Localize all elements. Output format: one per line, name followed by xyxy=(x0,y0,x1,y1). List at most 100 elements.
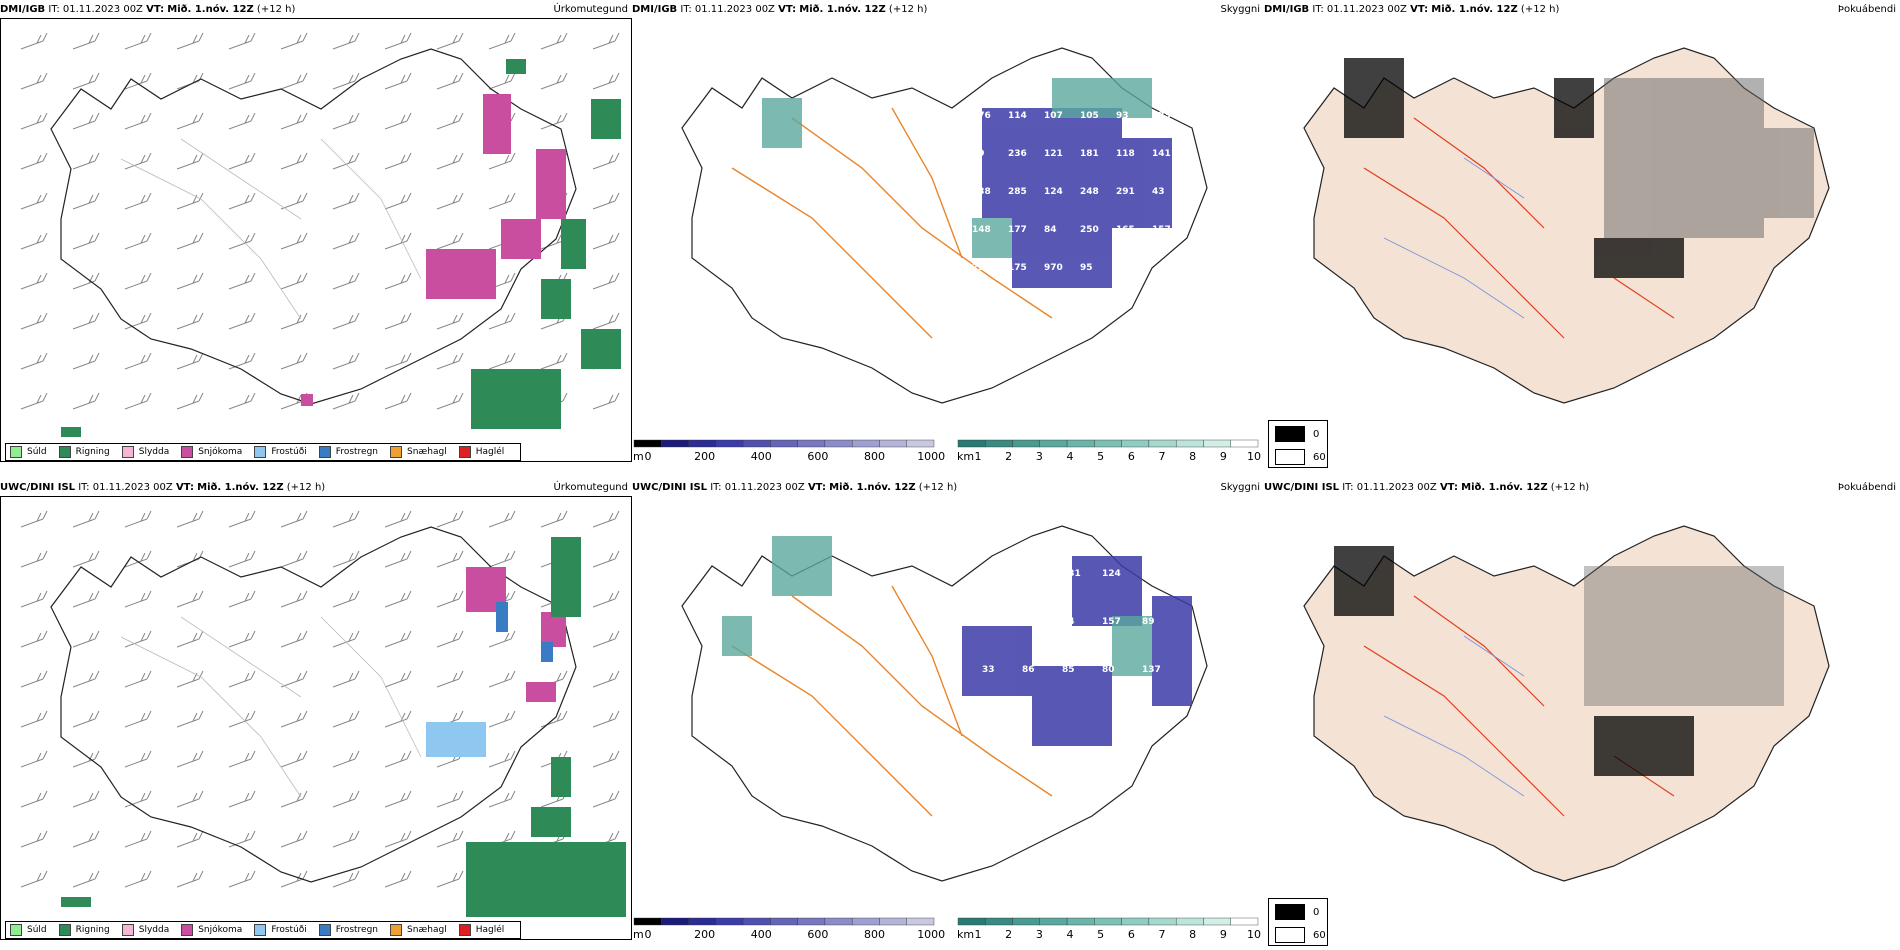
wind-barb xyxy=(176,590,204,608)
wind-barb xyxy=(384,790,412,808)
wind-barb xyxy=(176,510,204,528)
colorbar-tick-label: 5 xyxy=(1097,928,1104,940)
wind-barb xyxy=(124,870,152,888)
colorbar-swatch xyxy=(1230,917,1259,926)
wind-barb xyxy=(280,152,308,170)
wind-barb xyxy=(332,352,360,370)
colorbar-swatch xyxy=(1175,439,1204,448)
wind-barb xyxy=(176,152,204,170)
wind-barb xyxy=(20,192,48,210)
it-label: IT: xyxy=(1342,482,1354,493)
colorbar-swatch xyxy=(851,439,880,448)
legend-item-haglel: Haglél xyxy=(458,924,504,936)
wind-barb xyxy=(124,550,152,568)
wind-barb xyxy=(592,32,620,50)
vt-label: VT: xyxy=(1410,4,1429,15)
wind-barb xyxy=(592,72,620,90)
wind-barb xyxy=(228,152,256,170)
wind-barb xyxy=(176,312,204,330)
wind-barb xyxy=(384,72,412,90)
wind-barb xyxy=(72,392,100,410)
wind-barb xyxy=(384,710,412,728)
map-value-label: 14 xyxy=(1062,617,1075,627)
colorbar-tick-label: 6 xyxy=(1128,450,1135,462)
wind-barb xyxy=(228,870,256,888)
map-value-label: 107 xyxy=(1044,111,1063,121)
wind-barb xyxy=(384,272,412,290)
lead-time: (+12 h) xyxy=(286,482,326,493)
colorbar-tick-label: 2 xyxy=(1005,450,1012,462)
wind-barb xyxy=(436,670,464,688)
wind-barb xyxy=(332,710,360,728)
colorbar-swatch xyxy=(985,917,1013,926)
colorbar-tick-label: 4 xyxy=(1067,928,1074,940)
map-value-label: 118 xyxy=(1116,149,1135,159)
wind-barb xyxy=(72,312,100,330)
colorbar-tick-label: 800 xyxy=(864,450,885,462)
wind-barb xyxy=(176,272,204,290)
colorbar-swatch xyxy=(1203,439,1231,448)
colorbar-swatch xyxy=(985,439,1013,448)
it-label: IT: xyxy=(48,4,60,15)
colorbar-swatch xyxy=(770,439,798,448)
wind-barb xyxy=(488,32,516,50)
wind-barb xyxy=(332,152,360,170)
it-label: IT: xyxy=(710,482,722,493)
wind-barb xyxy=(488,790,516,808)
wind-barb xyxy=(228,392,256,410)
wind-barb xyxy=(332,590,360,608)
wind-barb xyxy=(436,192,464,210)
colorbars: m 0 200 400 600 800 1000 km 1 2 3 4 5 6 7 8 9 10 xyxy=(632,916,1264,940)
it-label: IT: xyxy=(1312,4,1324,15)
wind-barb xyxy=(592,550,620,568)
colorbar-swatch xyxy=(1148,917,1177,926)
wind-barb xyxy=(72,112,100,130)
colorbar-svg: m 0 200 400 600 800 1000 km 1 2 3 4 5 6 7 8 9 10 xyxy=(633,917,1261,940)
wind-barb xyxy=(436,590,464,608)
wind-barb xyxy=(20,670,48,688)
map-value-label: 82 xyxy=(982,617,995,627)
wind-barb xyxy=(332,630,360,648)
colorbar-tick-label: 9 xyxy=(1220,450,1227,462)
wind-barb xyxy=(20,550,48,568)
fog-panel-top: DMI/IGB IT: 01.11.2023 00Z VT: Mið. 1.nó… xyxy=(1264,4,1900,468)
map-value-label: 175 xyxy=(1008,263,1027,273)
colorbar-swatch xyxy=(1175,917,1204,926)
wind-barb xyxy=(332,750,360,768)
wind-barb xyxy=(280,312,308,330)
colorbar-swatch xyxy=(1094,439,1122,448)
wind-barb xyxy=(592,192,620,210)
wind-barb xyxy=(176,630,204,648)
wind-barb xyxy=(332,232,360,250)
wind-barb xyxy=(228,32,256,50)
wind-barb xyxy=(124,670,152,688)
wind-barb xyxy=(228,72,256,90)
colorbar-swatch xyxy=(824,917,853,926)
wind-barb xyxy=(280,550,308,568)
colorbar-tick-label: 8 xyxy=(1189,450,1196,462)
map-value-label: 124 xyxy=(1044,187,1063,197)
precip-map xyxy=(20,32,621,437)
map-frame: Súld Rigning Slydda Snjókoma Frostúði Fr… xyxy=(0,496,632,940)
wind-barb xyxy=(384,152,412,170)
wind-barb xyxy=(72,670,100,688)
wind-barb xyxy=(20,750,48,768)
colorbar-swatch xyxy=(879,917,907,926)
colorbar-tick-label: 600 xyxy=(807,450,828,462)
wind-barb xyxy=(228,112,256,130)
lead-time: (+12 h) xyxy=(918,482,958,493)
wind-barb xyxy=(124,630,152,648)
colorbar-swatch xyxy=(1203,917,1231,926)
wind-barb xyxy=(124,710,152,728)
wind-barb xyxy=(384,112,412,130)
wind-barb xyxy=(592,630,620,648)
colorbar-tick-label: 5 xyxy=(1097,450,1104,462)
colorbar-tick-label: 800 xyxy=(864,928,885,940)
wind-barb xyxy=(176,392,204,410)
colorbar-tick-label: 2 xyxy=(1005,928,1012,940)
wind-barb xyxy=(20,830,48,848)
wind-barb xyxy=(436,72,464,90)
wind-barb xyxy=(280,232,308,250)
wind-barb xyxy=(332,72,360,90)
wind-barb xyxy=(228,590,256,608)
